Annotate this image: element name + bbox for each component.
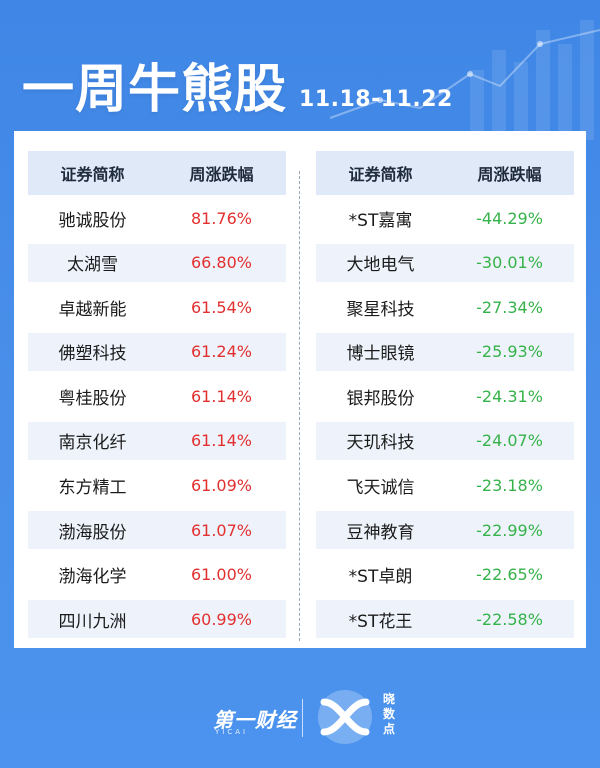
table-header: 证券简称 周涨跌幅 [28, 151, 286, 195]
table-row: *ST卓朗 -22.65% [316, 556, 574, 594]
weekly-change: -22.58% [476, 609, 543, 629]
gainers-table: 证券简称 周涨跌幅 驰诚股份 81.76% 太湖雪 66.80% 卓越新能 61.54% 佛… [28, 151, 286, 645]
losers-table: 证券简称 周涨跌幅 *ST嘉寓 -44.29% 大地电气 -30.01% 聚星科技 -27… [316, 151, 574, 645]
stock-table-panel: 证券简称 周涨跌幅 驰诚股份 81.76% 太湖雪 66.80% 卓越新能 61.54% 佛… [14, 131, 586, 648]
stock-name: 豆神教育 [346, 522, 415, 543]
weekly-change: -23.18% [476, 476, 543, 496]
stock-name: 驰诚股份 [58, 210, 127, 231]
column-header-name: 证券简称 [348, 165, 413, 184]
weekly-change: 61.14% [190, 386, 252, 406]
page-title: 一周牛熊股 [22, 60, 288, 120]
weekly-change: 61.14% [190, 431, 252, 451]
stock-name: 大地电气 [346, 255, 415, 276]
weekly-change: -24.07% [476, 431, 543, 451]
table-row: 银邦股份 -24.31% [316, 377, 574, 415]
table-row: 驰诚股份 81.76% [28, 199, 286, 237]
weekly-change: -25.93% [476, 342, 543, 362]
table-row: 粤桂股份 61.14% [28, 377, 286, 415]
weekly-change: 61.00% [190, 565, 252, 585]
weekly-change: 81.76% [190, 208, 252, 228]
stock-name: 飞天诚信 [346, 478, 415, 499]
xiaoshudian-logo-icon [318, 690, 372, 744]
column-header-name: 证券简称 [60, 165, 125, 184]
header: 一周牛熊股 11.18-11.22 [22, 36, 453, 116]
stock-name: 太湖雪 [67, 255, 118, 276]
table-row: 佛塑科技 61.24% [28, 332, 286, 371]
stock-name: 四川九洲 [58, 611, 127, 632]
table-row: 太湖雪 66.80% [28, 243, 286, 282]
stock-name: 卓越新能 [58, 299, 127, 320]
weekly-change: 61.07% [190, 520, 252, 540]
table-row: 渤海化学 61.00% [28, 556, 286, 594]
weekly-change: -22.99% [476, 520, 543, 540]
weekly-change: -24.31% [476, 386, 543, 406]
date-range: 11.18-11.22 [299, 87, 453, 112]
table-row: 卓越新能 61.54% [28, 288, 286, 326]
stock-name: 东方精工 [58, 478, 127, 499]
table-row: 博士眼镜 -25.93% [316, 332, 574, 371]
table-row: 天玑科技 -24.07% [316, 421, 574, 460]
table-row: 东方精工 61.09% [28, 467, 286, 505]
table-row: *ST花王 -22.58% [316, 600, 574, 639]
table-row: *ST嘉寓 -44.29% [316, 199, 574, 237]
stock-name: 南京化纤 [58, 433, 127, 454]
table-row: 渤海股份 61.07% [28, 511, 286, 550]
table-row: 豆神教育 -22.99% [316, 511, 574, 550]
stock-name: 佛塑科技 [58, 344, 127, 365]
stock-name: 博士眼镜 [346, 344, 415, 365]
table-row: 四川九洲 60.99% [28, 600, 286, 639]
weekly-change: -30.01% [476, 253, 543, 273]
table-row: 聚星科技 -27.34% [316, 288, 574, 326]
weekly-change: 61.24% [190, 342, 252, 362]
column-header-change: 周涨跌幅 [477, 165, 542, 184]
yicai-logo: 第一财经 [213, 708, 297, 732]
weekly-change: -44.29% [476, 208, 543, 228]
xiaoshudian-logo-text: 晓数点 [382, 692, 395, 736]
stock-name: 渤海化学 [58, 567, 127, 588]
logo-separator [302, 699, 303, 737]
stock-name: *ST卓朗 [348, 567, 413, 588]
stock-name: 聚星科技 [346, 299, 415, 320]
stock-name: 银邦股份 [346, 388, 415, 409]
weekly-change: 61.09% [190, 476, 252, 496]
stock-name: 粤桂股份 [58, 388, 127, 409]
weekly-change: 60.99% [190, 609, 252, 629]
table-row: 飞天诚信 -23.18% [316, 467, 574, 505]
table-row: 大地电气 -30.01% [316, 243, 574, 282]
stock-name: *ST嘉寓 [348, 210, 413, 231]
table-row: 南京化纤 61.14% [28, 421, 286, 460]
weekly-change: 61.54% [190, 297, 252, 317]
weekly-change: 66.80% [190, 253, 252, 273]
yicai-logo-sub: YICAI [215, 728, 249, 736]
table-divider [299, 171, 300, 641]
weekly-change: -22.65% [476, 565, 543, 585]
stock-name: 渤海股份 [58, 522, 127, 543]
stock-name: 天玑科技 [346, 433, 415, 454]
column-header-change: 周涨跌幅 [189, 165, 254, 184]
footer: 第一财经 YICAI 晓数点 [0, 655, 600, 768]
weekly-change: -27.34% [476, 297, 543, 317]
table-header: 证券简称 周涨跌幅 [316, 151, 574, 195]
stock-name: *ST花王 [348, 611, 413, 632]
